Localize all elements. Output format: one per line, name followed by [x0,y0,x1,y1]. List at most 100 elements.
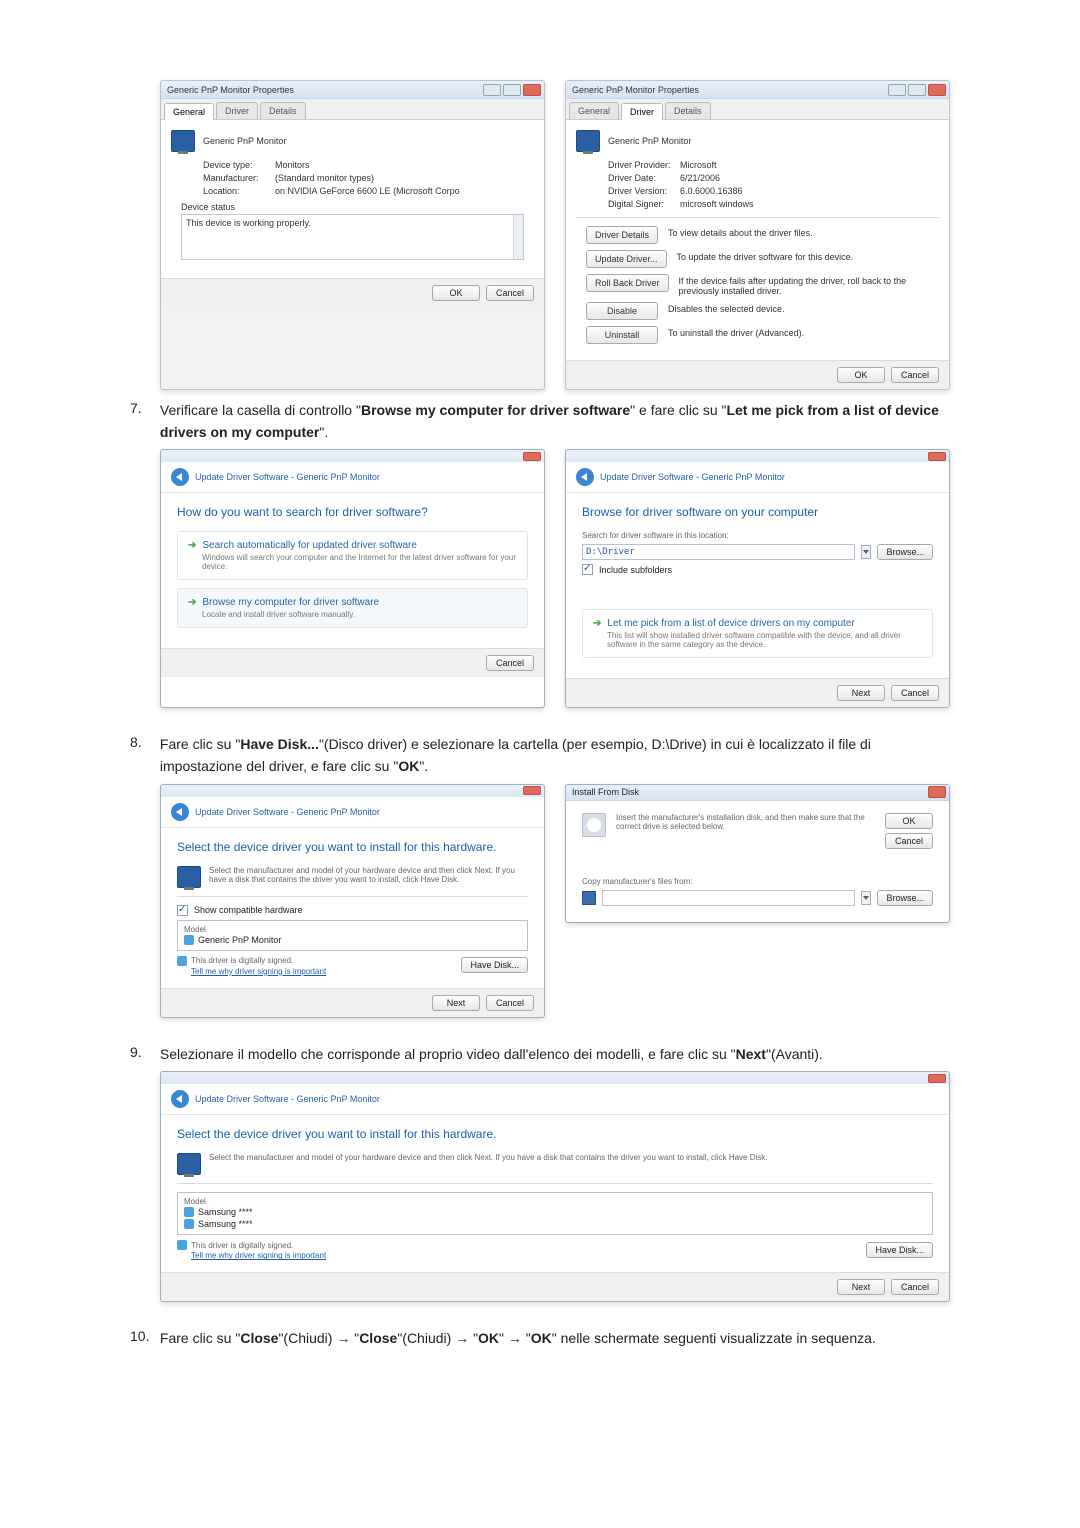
model-listbox[interactable]: Model Samsung **** Samsung **** [177,1192,933,1235]
uninstall-button[interactable]: Uninstall [586,326,658,344]
minimize-icon[interactable] [888,84,906,96]
tab-driver[interactable]: Driver [621,103,663,120]
signing-importance-link[interactable]: Tell me why driver signing is important [191,1251,326,1260]
arrow-icon: ➔ [593,618,601,629]
column-header: Model [184,925,521,934]
shield-icon [184,1219,194,1229]
value: microsoft windows [680,199,754,209]
label: Manufacturer: [203,173,275,183]
titlebar[interactable]: Install From Disk [566,785,949,801]
tab-general[interactable]: General [569,102,619,119]
ok-button[interactable]: OK [837,367,885,383]
cancel-button[interactable]: Cancel [891,367,939,383]
arrow-icon: ➔ [188,597,196,608]
tab-details[interactable]: Details [260,102,306,119]
value: 6.0.6000.16386 [680,186,743,196]
search-label: Search for driver software in this locat… [582,531,933,540]
ok-button[interactable]: OK [885,813,933,829]
ok-button[interactable]: OK [432,285,480,301]
breadcrumb: Update Driver Software - Generic PnP Mon… [600,472,785,482]
close-icon[interactable] [928,786,946,798]
browse-button[interactable]: Browse... [877,890,933,906]
heading: Select the device driver you want to ins… [177,840,528,854]
properties-general-dialog: Generic PnP Monitor Properties General D… [160,80,545,390]
wizard-select-model-dialog: Update Driver Software - Generic PnP Mon… [160,1071,950,1302]
step-9-text: Selezionare il modello che corrisponde a… [160,1044,950,1066]
cancel-button[interactable]: Cancel [891,685,939,701]
monitor-icon [576,130,600,152]
scrollbar[interactable] [513,215,523,259]
option-pick-from-list[interactable]: ➔Let me pick from a list of device drive… [582,609,933,658]
next-button[interactable]: Next [837,685,885,701]
dropdown-icon[interactable] [861,891,871,905]
have-disk-button[interactable]: Have Disk... [461,957,528,973]
disable-button[interactable]: Disable [586,302,658,320]
option-auto-search[interactable]: ➔Search automatically for updated driver… [177,531,528,580]
instruction: Select the manufacturer and model of you… [209,866,528,888]
properties-driver-dialog: Generic PnP Monitor Properties General D… [565,80,950,390]
cancel-button[interactable]: Cancel [885,833,933,849]
maximize-icon[interactable] [503,84,521,96]
include-subfolders-checkbox[interactable] [582,564,593,575]
close-icon[interactable] [523,786,541,795]
back-icon[interactable] [171,1090,189,1108]
value: Microsoft [680,160,717,170]
column-header: Model [184,1197,926,1206]
driver-details-button[interactable]: Driver Details [586,226,658,244]
option-browse-computer[interactable]: ➔Browse my computer for driver software … [177,588,528,628]
tab-general[interactable]: General [164,103,214,120]
shield-icon [177,956,187,966]
close-icon[interactable] [523,84,541,96]
cancel-button[interactable]: Cancel [486,285,534,301]
list-item[interactable]: Generic PnP Monitor [184,934,521,946]
browse-button[interactable]: Browse... [877,544,933,560]
list-item[interactable]: Samsung **** [184,1218,926,1230]
back-icon[interactable] [171,468,189,486]
wizard-select-driver-dialog: Update Driver Software - Generic PnP Mon… [160,784,545,1018]
device-name: Generic PnP Monitor [608,136,691,146]
signed-text: This driver is digitally signed. [191,1241,293,1250]
desc: Disables the selected device. [668,302,939,314]
next-button[interactable]: Next [432,995,480,1011]
close-icon[interactable] [928,1074,946,1083]
list-item[interactable]: Samsung **** [184,1206,926,1218]
maximize-icon[interactable] [908,84,926,96]
cancel-button[interactable]: Cancel [891,1279,939,1295]
shield-icon [184,1207,194,1217]
back-icon[interactable] [576,468,594,486]
value: Monitors [275,160,310,170]
titlebar[interactable]: Generic PnP Monitor Properties [161,81,544,99]
have-disk-button[interactable]: Have Disk... [866,1242,933,1258]
path-input[interactable] [602,890,855,906]
tab-strip: General Driver Details [566,99,949,120]
back-icon[interactable] [171,803,189,821]
cancel-button[interactable]: Cancel [486,995,534,1011]
close-icon[interactable] [523,452,541,461]
model-listbox[interactable]: Model Generic PnP Monitor [177,920,528,951]
instruction: Insert the manufacturer's installation d… [616,813,875,849]
breadcrumb: Update Driver Software - Generic PnP Mon… [195,807,380,817]
heading: How do you want to search for driver sof… [177,505,528,519]
rollback-driver-button[interactable]: Roll Back Driver [586,274,669,292]
update-driver-button[interactable]: Update Driver... [586,250,667,268]
value: (Standard monitor types) [275,173,374,183]
checkbox-label: Show compatible hardware [194,905,303,915]
status-label: Device status [181,202,534,212]
device-name: Generic PnP Monitor [203,136,286,146]
cancel-button[interactable]: Cancel [486,655,534,671]
window-title: Generic PnP Monitor Properties [572,85,699,95]
label: Driver Provider: [608,160,680,170]
dropdown-icon[interactable] [861,545,871,559]
shield-icon [177,1240,187,1250]
close-icon[interactable] [928,84,946,96]
close-icon[interactable] [928,452,946,461]
show-compatible-checkbox[interactable] [177,905,188,916]
tab-driver[interactable]: Driver [216,102,258,119]
breadcrumb: Update Driver Software - Generic PnP Mon… [195,1094,380,1104]
titlebar[interactable]: Generic PnP Monitor Properties [566,81,949,99]
minimize-icon[interactable] [483,84,501,96]
path-input[interactable]: D:\Driver [582,544,855,560]
signing-importance-link[interactable]: Tell me why driver signing is important [191,967,326,976]
tab-details[interactable]: Details [665,102,711,119]
next-button[interactable]: Next [837,1279,885,1295]
